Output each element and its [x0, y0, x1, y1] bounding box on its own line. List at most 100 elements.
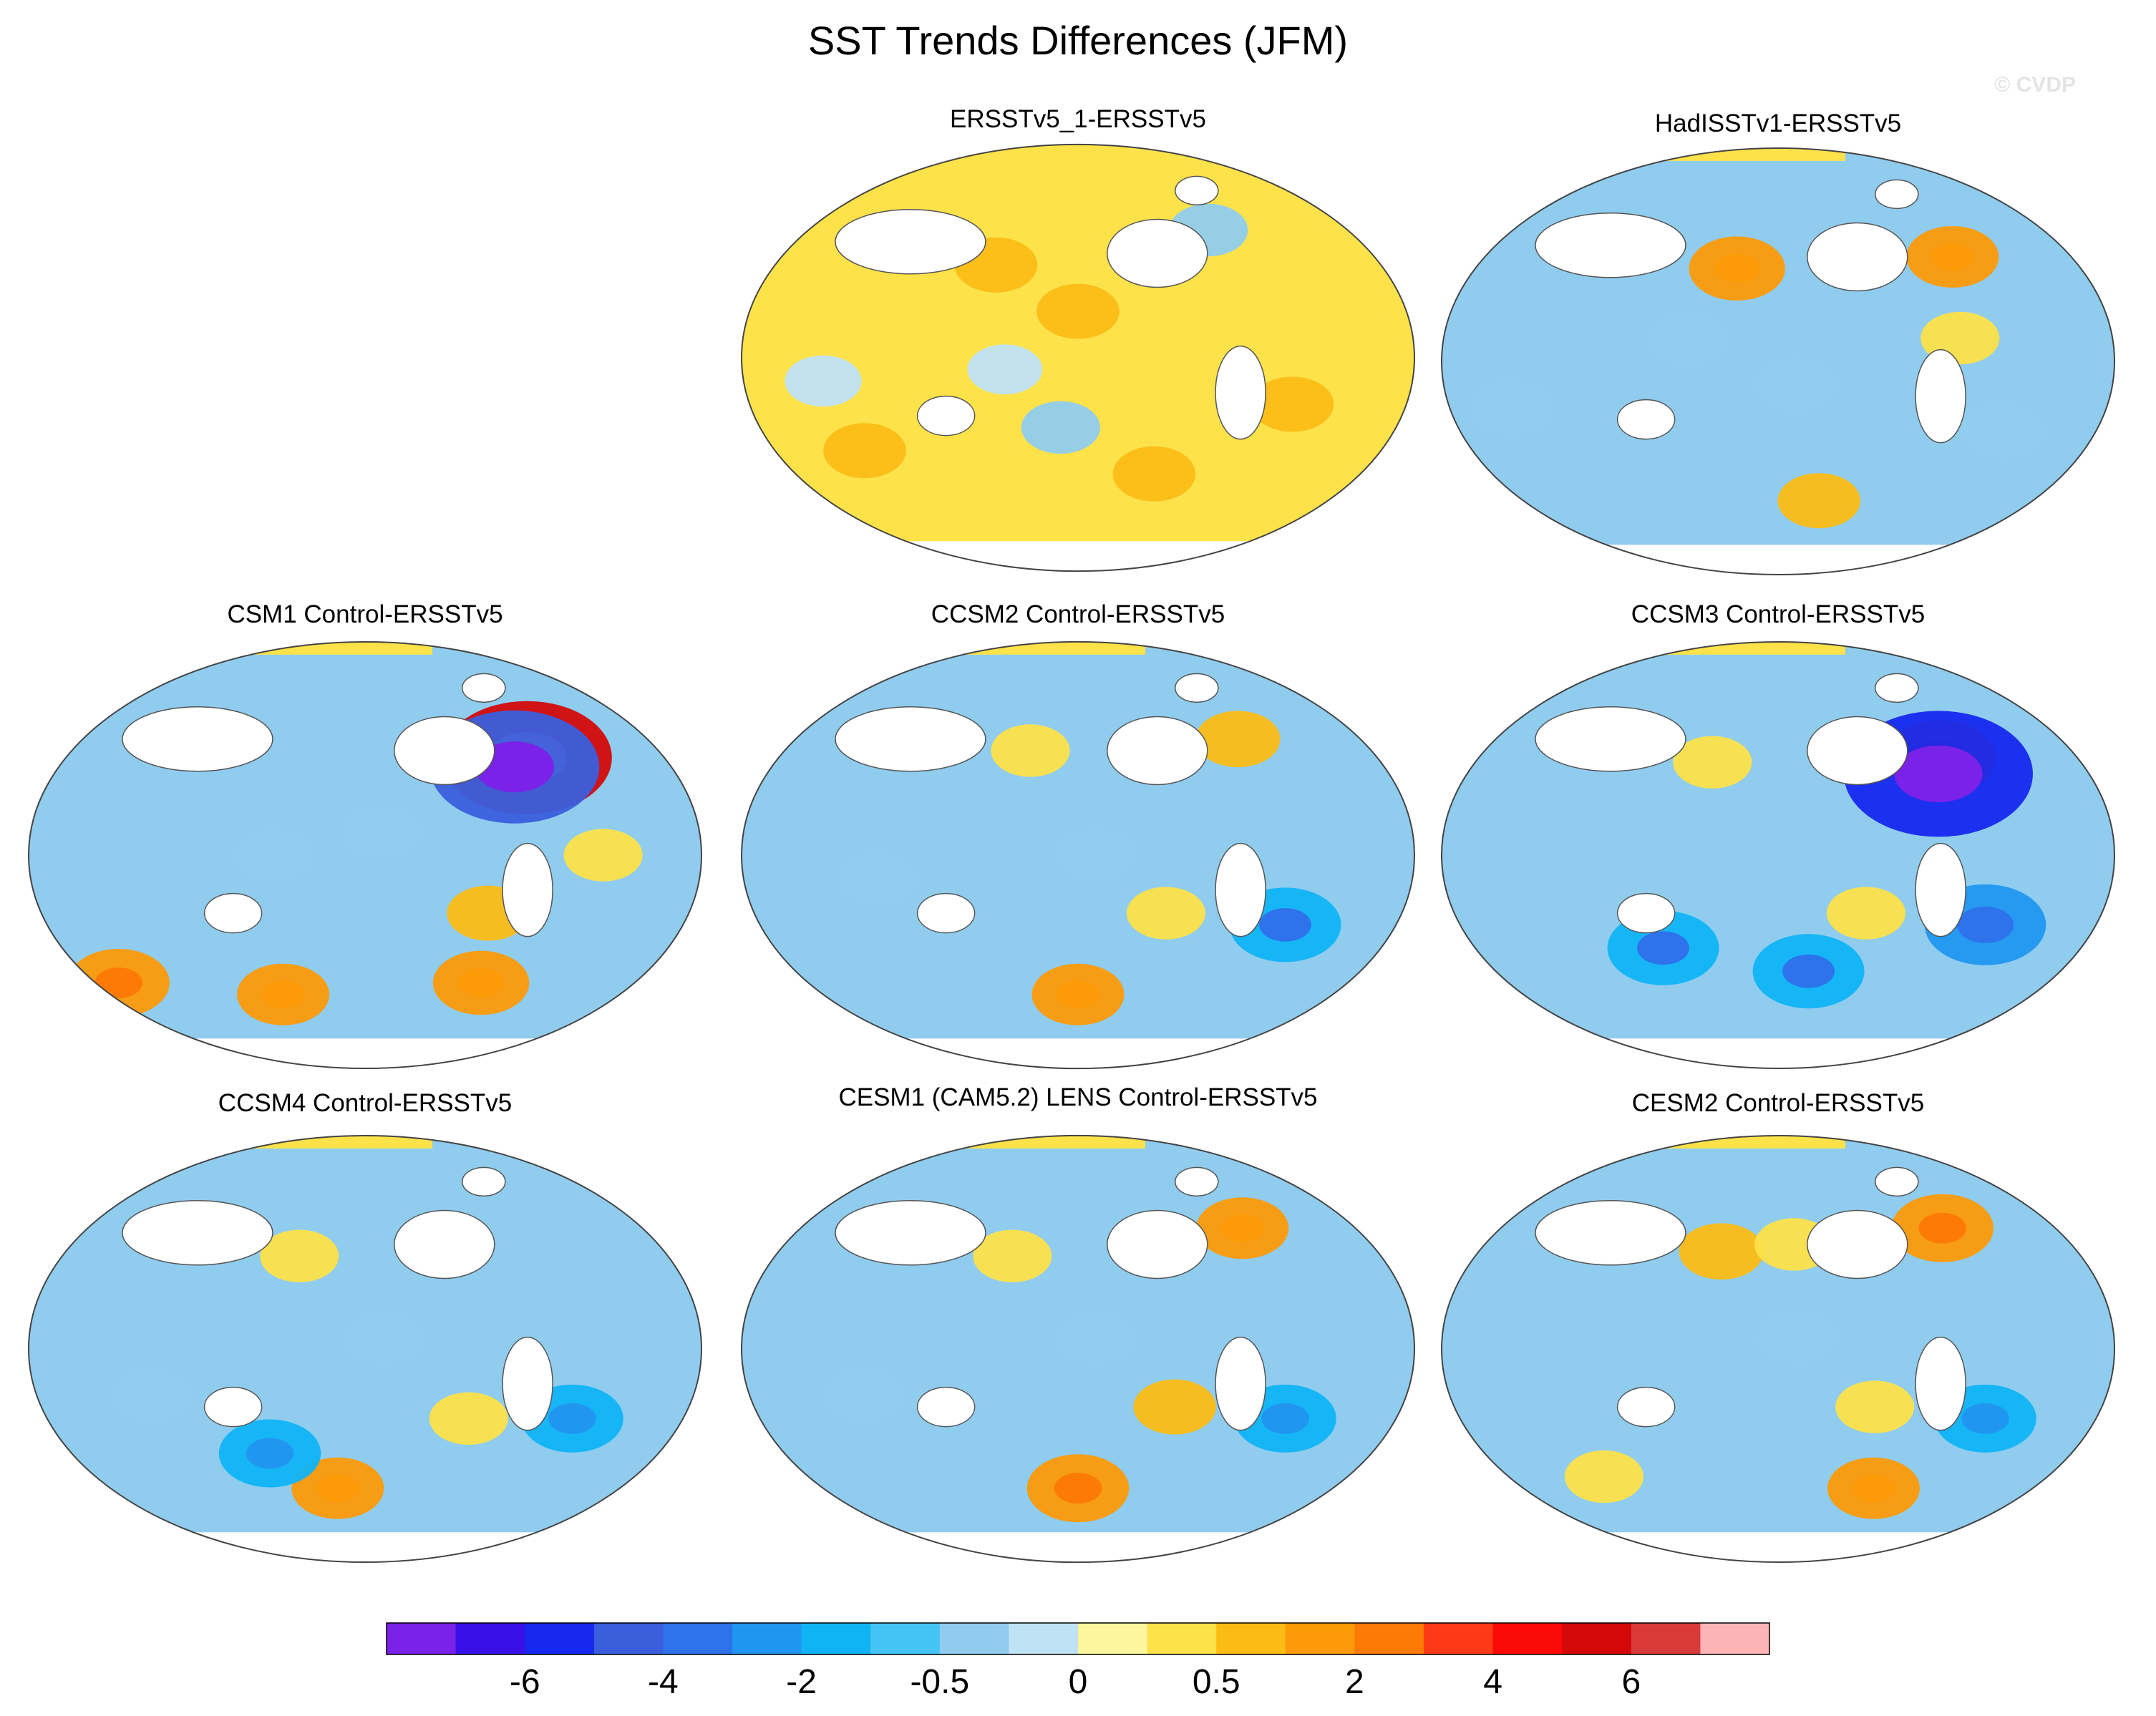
- map-panel: CCSM4 Control-ERSSTv5: [27, 1089, 703, 1563]
- colorbar-swatch: [663, 1623, 733, 1654]
- colorbar-swatch: [1216, 1623, 1286, 1654]
- colorbar-swatch: [1354, 1623, 1424, 1654]
- colorbar-swatch: [1009, 1623, 1079, 1654]
- anomaly-core: [1931, 243, 1974, 271]
- colorbar: -6 -4 -2 -0.5 0 0.5 2 4 6: [386, 1622, 1770, 1701]
- anomaly-core: [1852, 1474, 1895, 1503]
- panel-title: ERSSTv5_1-ERSSTv5: [950, 105, 1206, 133]
- anomaly-blob: [838, 852, 918, 905]
- land-mass: [122, 1200, 273, 1266]
- land-mass: [1215, 842, 1266, 937]
- land-mass: [1616, 1386, 1676, 1428]
- land-mass: [1915, 1336, 1966, 1431]
- land-mass: [394, 1209, 495, 1279]
- colorbar-swatch: [1631, 1623, 1701, 1654]
- colorbar-swatch: [387, 1623, 457, 1654]
- land-mass: [1616, 399, 1676, 440]
- land-mass: [1107, 716, 1208, 786]
- land-mass: [1535, 706, 1686, 772]
- colorbar-tick-label: -6: [510, 1663, 540, 1701]
- colorbar-swatch: [1078, 1623, 1148, 1654]
- map-panels: ERSSTv5_1-ERSSTv5 HadISSTv1-ERSSTv5 CSM1 C…: [27, 105, 2116, 1563]
- colorbar-swatch: [1147, 1623, 1217, 1654]
- anomaly-blob: [1647, 311, 1727, 365]
- land-mass: [502, 842, 553, 937]
- map-outline: [740, 641, 1416, 1069]
- land-mass: [203, 892, 263, 934]
- anomaly-core: [1894, 745, 1983, 803]
- panel-title: HadISSTv1-ERSSTv5: [1655, 109, 1901, 137]
- land-mass: [916, 1386, 976, 1428]
- land-mass: [462, 1166, 506, 1197]
- land-mass: [1535, 1200, 1686, 1266]
- anomaly-blob: [1271, 285, 1350, 338]
- anomaly-blob: [1133, 1379, 1216, 1435]
- colorbar-swatch: [455, 1623, 525, 1654]
- anomaly-core: [316, 1474, 359, 1503]
- colorbar-swatch: [801, 1623, 871, 1654]
- colorbar-swatch: [1424, 1623, 1494, 1654]
- map-outline: [27, 1135, 703, 1563]
- colorbar-tick-label: 6: [1621, 1663, 1641, 1701]
- land-mass: [1107, 1209, 1208, 1279]
- anomaly-core: [1220, 1214, 1264, 1242]
- colorbar-swatch: [939, 1623, 1009, 1654]
- land-mass: [122, 706, 273, 772]
- colorbar-tick-label: -4: [648, 1663, 679, 1701]
- land-mass: [502, 1336, 553, 1431]
- land-mass: [462, 673, 506, 703]
- panel-title: CCSM4 Control-ERSSTv5: [218, 1089, 512, 1117]
- anomaly-core: [1956, 906, 2014, 943]
- colorbar-swatch: [1285, 1623, 1355, 1654]
- colorbar-tick-label: 4: [1483, 1663, 1502, 1701]
- anomaly-blob: [111, 1369, 190, 1422]
- anomaly-blob: [895, 285, 975, 338]
- anomaly-blob: [1826, 887, 1905, 940]
- anomaly-blob: [1564, 1450, 1643, 1503]
- anomaly-core: [1961, 1403, 2009, 1434]
- land-mass: [835, 706, 986, 772]
- map-panel: CCSM2 Control-ERSSTv5: [740, 600, 1416, 1069]
- map-outline: [1440, 1135, 2116, 1563]
- anomaly-blob: [1126, 887, 1205, 940]
- anomaly-core: [458, 968, 504, 998]
- anomaly-blob: [1036, 283, 1120, 339]
- figure-title: SST Trends Differences (JFM): [808, 18, 1348, 63]
- colorbar-frame: [386, 1622, 1770, 1655]
- anomaly-core: [1054, 1473, 1102, 1504]
- colorbar-swatch: [732, 1623, 802, 1654]
- land-mass: [835, 1200, 986, 1266]
- map-ocean-field: [742, 145, 1414, 571]
- colorbar-swatch: [870, 1623, 941, 1654]
- map-outline: [1440, 641, 2116, 1069]
- map-panel: CESM2 Control-ERSSTv5: [1440, 1089, 2116, 1563]
- anomaly-blob: [785, 355, 862, 407]
- anomaly-blob: [967, 344, 1043, 395]
- colorbar-tick-label: -0.5: [910, 1663, 969, 1701]
- map-outline: [27, 641, 703, 1069]
- land-mass: [203, 1386, 263, 1428]
- anomaly-blob: [991, 724, 1070, 777]
- land-mass: [394, 716, 495, 786]
- colorbar-tick-label: -2: [786, 1663, 817, 1701]
- anomaly-blob: [1757, 1311, 1836, 1364]
- map-outline: [740, 144, 1416, 572]
- anomaly-blob: [1195, 711, 1281, 768]
- anomaly-core: [1918, 1212, 1966, 1244]
- land-mass: [1875, 179, 1919, 210]
- map-outline: [740, 1135, 1416, 1563]
- land-mass: [916, 395, 976, 437]
- anomaly-blob: [1777, 473, 1860, 529]
- land-mass: [1807, 716, 1908, 786]
- anomaly-blob: [1057, 829, 1136, 882]
- land-mass: [1535, 213, 1686, 278]
- land-mass: [1875, 673, 1919, 703]
- panel-title: CESM2 Control-ERSSTv5: [1632, 1089, 1924, 1117]
- anomaly-blob: [1835, 1380, 1915, 1433]
- land-mass: [1807, 1209, 1908, 1279]
- map-panel: CESM1 (CAM5.2) LENS Control-ERSSTv5: [740, 1083, 1416, 1563]
- anomaly-core: [1714, 254, 1760, 283]
- colorbar-tick-label: 0.5: [1193, 1663, 1240, 1701]
- panel-title: CCSM2 Control-ERSSTv5: [931, 600, 1225, 628]
